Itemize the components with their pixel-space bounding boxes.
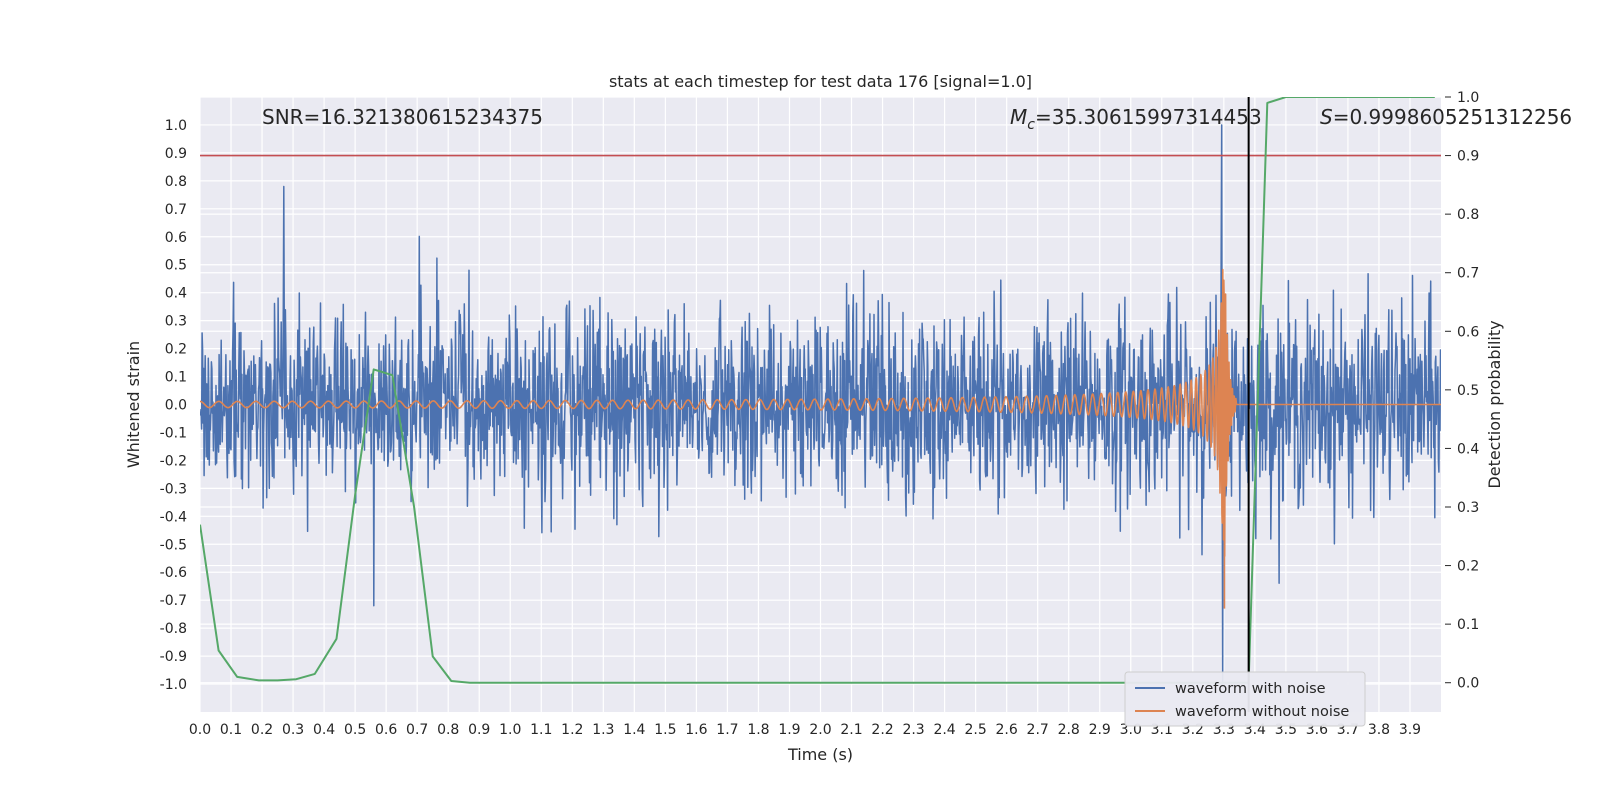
y-tick-label: -0.6 bbox=[160, 565, 187, 581]
legend-box bbox=[1124, 671, 1366, 727]
y2-tick-label: 0.7 bbox=[1457, 266, 1479, 282]
y-tick-label: -0.2 bbox=[160, 453, 187, 469]
x-tick-label: 2.3 bbox=[902, 722, 924, 738]
x-tick-label: 0.1 bbox=[220, 722, 242, 738]
x-tick-label: 3.8 bbox=[1368, 722, 1390, 738]
x-tick-label: 2.7 bbox=[1027, 722, 1049, 738]
mc-annotation: Mc=35.30615997314453 bbox=[1010, 105, 1262, 133]
plot-series-group bbox=[200, 97, 1441, 712]
y-tick-label: 0.9 bbox=[165, 146, 187, 162]
x-tick-label: 2.8 bbox=[1058, 722, 1080, 738]
y2-tick-label: 0.3 bbox=[1457, 500, 1479, 516]
x-tick-label: 2.6 bbox=[996, 722, 1018, 738]
y-tick-label: 0.7 bbox=[165, 202, 187, 218]
x-tick-label: 0.8 bbox=[437, 722, 459, 738]
x-tick-label: 1.0 bbox=[499, 722, 521, 738]
x-tick-label: 1.4 bbox=[623, 722, 645, 738]
y2-tick-label: 0.4 bbox=[1457, 441, 1479, 457]
x-tick-label: 0.2 bbox=[251, 722, 273, 738]
s-annotation: S=0.9998605251312256 bbox=[1320, 105, 1572, 129]
y-tick-label: 0.6 bbox=[165, 230, 187, 246]
x-tick-label: 3.9 bbox=[1399, 722, 1421, 738]
x-tick-label: 2.2 bbox=[871, 722, 893, 738]
x-tick-label: 0.7 bbox=[406, 722, 428, 738]
y-tick-label: 0.1 bbox=[165, 370, 187, 386]
y2-tick-label: 1.0 bbox=[1457, 90, 1479, 106]
y-axis-left: 1.0 0.9 0.8 0.7 0.6 0.5 0.4 0.3 0.2 0.1 0.0 -0.1 -0.… bbox=[160, 118, 187, 693]
y2-tick-label: 0.6 bbox=[1457, 324, 1479, 340]
y-tick-label: -0.9 bbox=[160, 649, 187, 665]
x-tick-label: 0.5 bbox=[344, 722, 366, 738]
y-tick-label: 0.2 bbox=[165, 342, 187, 358]
mc-value: =35.30615997314453 bbox=[1035, 105, 1262, 129]
mc-symbol: M bbox=[1010, 105, 1027, 129]
x-tick-label: 1.8 bbox=[747, 722, 769, 738]
x-tick-label: 2.4 bbox=[933, 722, 955, 738]
legend-label: waveform without noise bbox=[1175, 704, 1349, 720]
x-tick-label: 1.9 bbox=[778, 722, 800, 738]
x-tick-label: 2.5 bbox=[964, 722, 986, 738]
series-detection-probability bbox=[200, 97, 1435, 684]
y2-tick-label: 0.5 bbox=[1457, 383, 1479, 399]
mc-subscript: c bbox=[1027, 117, 1035, 133]
x-tick-label: 0.9 bbox=[468, 722, 490, 738]
series-waveform-without-noise bbox=[200, 268, 1441, 557]
y-axis-right: 1.0 0.9 0.8 0.7 0.6 0.5 0.4 0.3 0.2 0.1 0.0 bbox=[1445, 90, 1479, 692]
y2-tick-label: 0.0 bbox=[1457, 676, 1479, 692]
y2-tick-label: 0.2 bbox=[1457, 559, 1479, 575]
y2-tick-label: 0.1 bbox=[1457, 617, 1479, 633]
x-tick-label: 2.9 bbox=[1089, 722, 1111, 738]
y-tick-label: -0.5 bbox=[160, 537, 187, 553]
chart-title: stats at each timestep for test data 176… bbox=[609, 72, 1032, 91]
x-tick-label: 1.7 bbox=[716, 722, 738, 738]
x-axis-label: Time (s) bbox=[787, 745, 853, 764]
y2-axis-label: Detection probability bbox=[1485, 320, 1504, 488]
y-tick-label: 0.3 bbox=[165, 314, 187, 330]
y-tick-label: -0.4 bbox=[160, 509, 187, 525]
x-tick-label: 0.4 bbox=[313, 722, 335, 738]
y-tick-label: 1.0 bbox=[165, 118, 187, 134]
y-tick-label: -0.1 bbox=[160, 425, 187, 441]
s-symbol: S bbox=[1320, 105, 1333, 129]
x-tick-label: 1.1 bbox=[530, 722, 552, 738]
s-value: =0.9998605251312256 bbox=[1333, 105, 1572, 129]
x-tick-label: 0.0 bbox=[189, 722, 211, 738]
x-tick-label: 1.2 bbox=[561, 722, 583, 738]
y-tick-label: 0.0 bbox=[165, 398, 187, 414]
x-tick-label: 1.5 bbox=[654, 722, 676, 738]
y-tick-label: -0.7 bbox=[160, 593, 187, 609]
y-tick-label: 0.5 bbox=[165, 258, 187, 274]
y-tick-label: -1.0 bbox=[160, 677, 187, 693]
y-axis-label: Whitened strain bbox=[124, 341, 143, 468]
y-tick-label: 0.8 bbox=[165, 174, 187, 190]
x-tick-label: 1.6 bbox=[685, 722, 707, 738]
x-tick-label: 0.3 bbox=[282, 722, 304, 738]
x-tick-label: 2.1 bbox=[840, 722, 862, 738]
y-tick-label: 0.4 bbox=[165, 286, 187, 302]
y2-tick-label: 0.9 bbox=[1457, 149, 1479, 165]
y-tick-label: -0.3 bbox=[160, 481, 187, 497]
series-waveform-with-noise bbox=[200, 124, 1441, 685]
x-tick-label: 1.3 bbox=[592, 722, 614, 738]
x-tick-label: 2.0 bbox=[809, 722, 831, 738]
x-tick-label: 0.6 bbox=[375, 722, 397, 738]
legend-label: waveform with noise bbox=[1175, 681, 1326, 697]
legend: waveform with noise waveform without nois… bbox=[1124, 671, 1366, 727]
y2-tick-label: 0.8 bbox=[1457, 207, 1479, 223]
y-tick-label: -0.8 bbox=[160, 621, 187, 637]
snr-annotation: SNR=16.321380615234375 bbox=[262, 105, 543, 129]
